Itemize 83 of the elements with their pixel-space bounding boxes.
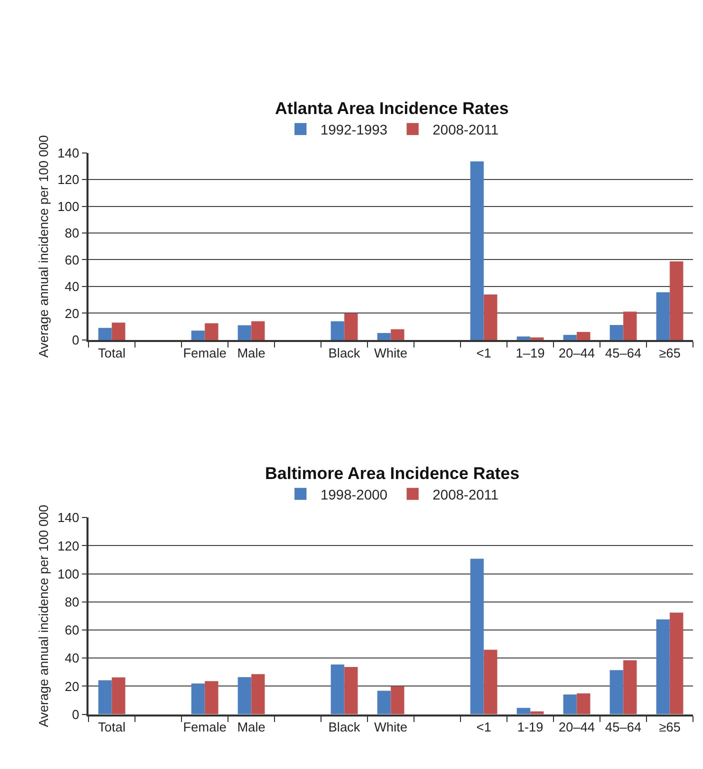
bar [470, 161, 484, 340]
bar [204, 323, 218, 340]
bar [530, 337, 544, 340]
x-tick-label: <1 [476, 720, 492, 735]
y-tick-label: 0 [72, 706, 80, 722]
y-tick-label: 120 [57, 172, 80, 188]
bar [344, 313, 358, 340]
bar [191, 684, 205, 714]
y-axis-title: Average annual incidence per 100 000 [36, 504, 51, 728]
x-tick-label: 45–64 [605, 720, 642, 735]
bar [576, 332, 590, 340]
bar [191, 330, 205, 340]
bar [576, 693, 590, 714]
bar [390, 686, 404, 714]
bar [204, 681, 218, 714]
legend-label: 2008-2011 [432, 486, 499, 502]
chart-title: Baltimore Area Incidence Rates [265, 464, 520, 483]
bar [610, 670, 624, 714]
y-tick-label: 100 [57, 198, 80, 214]
bar [516, 708, 530, 714]
bar [377, 333, 391, 340]
bar [484, 650, 498, 714]
bar [623, 312, 637, 340]
legend-label: 1992-1993 [320, 122, 388, 138]
y-tick-label: 0 [72, 332, 80, 348]
x-tick-label: 20–44 [558, 720, 595, 735]
bar [98, 680, 112, 714]
y-tick-label: 20 [64, 678, 80, 694]
bar [330, 321, 344, 340]
x-tick-label: ≥65 [658, 345, 681, 360]
x-tick-label: Total [98, 720, 126, 735]
bar [470, 558, 484, 714]
x-tick-label: 45–64 [605, 345, 642, 360]
y-tick-label: 80 [64, 594, 80, 610]
bar [563, 694, 577, 714]
y-tick-label: 80 [64, 226, 80, 241]
x-tick-label: 1–19 [516, 345, 545, 360]
y-tick-label: 140 [57, 510, 80, 526]
bar [377, 690, 391, 714]
x-tick-label: Black [328, 345, 361, 360]
x-tick-label: 20–44 [558, 345, 595, 360]
bar [610, 324, 624, 340]
x-tick-label: White [374, 345, 408, 360]
bar [656, 292, 670, 340]
x-tick-label: Total [98, 345, 126, 360]
bar [251, 321, 265, 340]
x-tick-label: White [374, 720, 408, 735]
x-tick-label: Male [237, 720, 266, 735]
y-tick-label: 100 [57, 566, 80, 582]
bar [238, 677, 252, 714]
y-tick-label: 40 [64, 279, 80, 294]
x-tick-label: Female [183, 720, 226, 735]
bar [344, 666, 358, 714]
chart-title: Atlanta Area Incidence Rates [275, 99, 509, 118]
y-tick-label: 60 [64, 622, 80, 638]
bar [516, 336, 530, 340]
bar [98, 328, 112, 340]
x-tick-label: ≥65 [658, 720, 681, 735]
bar [484, 294, 498, 340]
legend-label: 2008-2011 [432, 122, 499, 138]
x-tick-label: Male [237, 345, 266, 360]
bar [670, 261, 684, 340]
bar [656, 619, 670, 714]
bar [112, 677, 126, 714]
x-tick-label: 1-19 [517, 720, 544, 735]
y-axis-title: Average annual incidence per 100 000 [36, 135, 51, 358]
legend-label: 1998-2000 [320, 486, 388, 502]
x-tick-label: <1 [476, 345, 492, 360]
x-tick-label: Female [183, 345, 226, 360]
y-tick-label: 20 [64, 306, 80, 321]
x-tick-label: Black [328, 720, 361, 735]
y-tick-label: 140 [57, 145, 80, 160]
bar [563, 334, 577, 340]
bar [238, 325, 252, 340]
y-tick-label: 120 [57, 538, 80, 554]
bar [112, 322, 126, 340]
bar [623, 660, 637, 714]
y-tick-label: 40 [64, 650, 80, 666]
bar [251, 674, 265, 714]
bar [390, 329, 404, 340]
bar [330, 664, 344, 714]
y-tick-label: 60 [64, 252, 80, 268]
bar [670, 612, 684, 714]
